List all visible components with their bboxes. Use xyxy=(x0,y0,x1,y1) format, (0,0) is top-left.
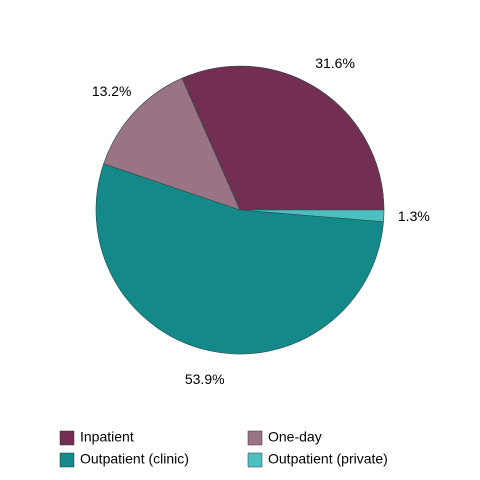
legend-label: Inpatient xyxy=(80,429,134,445)
data-label: 53.9% xyxy=(185,371,225,387)
legend-swatch xyxy=(247,430,263,446)
legend-label: One-day xyxy=(268,429,322,445)
legend-label: Outpatient (private) xyxy=(268,451,388,467)
data-label: 1.3% xyxy=(398,208,430,224)
pie-slice xyxy=(103,77,241,211)
pie-slice xyxy=(181,65,385,211)
data-label: 13.2% xyxy=(92,83,132,99)
pie-slice xyxy=(95,163,384,355)
data-label: 31.6% xyxy=(315,55,355,71)
legend-swatch xyxy=(59,430,75,446)
legend-swatch xyxy=(59,452,75,468)
legend-label: Outpatient (clinic) xyxy=(80,451,189,467)
legend-swatch xyxy=(247,452,263,468)
